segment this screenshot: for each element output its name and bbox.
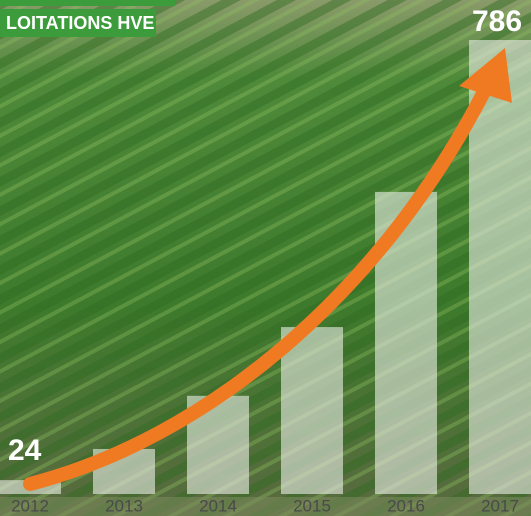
chart-title: LOITATIONS HVE <box>6 13 154 33</box>
x-tick-label: 2013 <box>105 496 143 515</box>
bar <box>281 327 343 494</box>
x-tick-label: 2015 <box>293 496 331 515</box>
title-box <box>0 9 156 37</box>
value-label: 786 <box>472 5 522 38</box>
x-tick-label: 2017 <box>481 496 519 515</box>
x-tick-label: 2012 <box>11 496 49 515</box>
year-strip <box>0 497 531 516</box>
bars <box>0 40 531 494</box>
x-tick-label: 2014 <box>199 496 237 515</box>
bar <box>469 40 531 494</box>
value-label: 24 <box>8 434 42 467</box>
trend-arrow <box>23 73 497 491</box>
title-strip <box>0 0 175 6</box>
arrow-head <box>459 48 512 103</box>
x-tick-label: 2016 <box>387 496 425 515</box>
labels: 2012 2013 2014 2015 2016 2017 24 786 <box>0 5 531 516</box>
